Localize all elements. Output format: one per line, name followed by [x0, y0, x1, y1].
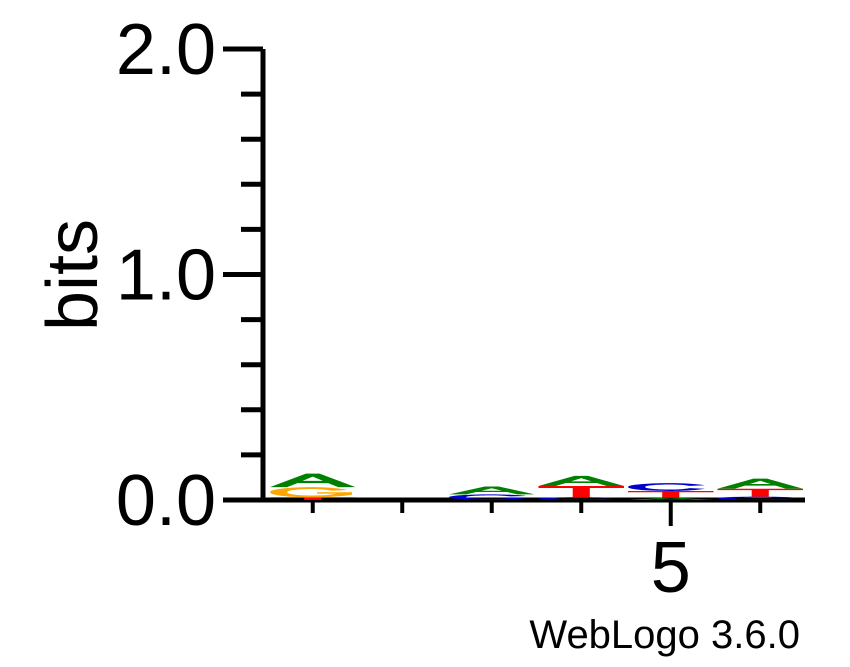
stack-position-4: [538, 475, 624, 500]
y-tick-label: 1.0: [116, 236, 216, 316]
letter-G: [270, 487, 353, 498]
letter-A: [449, 486, 535, 495]
letter-A: [628, 497, 714, 500]
weblogo-footer: WebLogo 3.6.0: [529, 613, 800, 657]
letter-T: [538, 486, 624, 498]
letter-C: [449, 494, 526, 500]
letter-A: [538, 475, 624, 487]
letter-T: [270, 497, 356, 500]
letter-T: [717, 488, 803, 497]
stack-position-6: [717, 478, 803, 500]
x-tick-label: 5: [651, 528, 691, 608]
letter-C: [538, 497, 616, 500]
letter-T: [628, 490, 714, 498]
y-axis-label: bits: [33, 219, 113, 331]
letter-C: [717, 496, 795, 500]
letter-A: [717, 478, 803, 489]
stack-position-5: [628, 483, 714, 500]
letter-A: [270, 473, 356, 488]
stack-position-1: [270, 473, 356, 500]
letter-C: [628, 483, 705, 491]
stack-position-3: [449, 486, 535, 500]
y-tick-label: 2.0: [116, 10, 216, 90]
y-tick-label: 0.0: [116, 461, 216, 541]
